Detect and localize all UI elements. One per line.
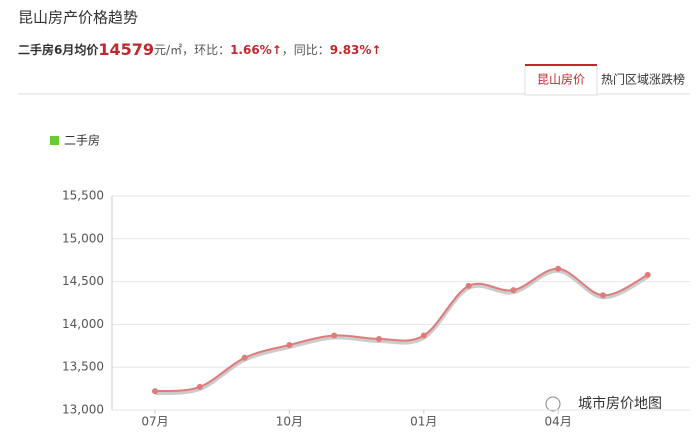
- point: [376, 335, 382, 342]
- point: [555, 265, 562, 272]
- y-tick-label: 15,500: [62, 189, 104, 203]
- point: [152, 388, 158, 395]
- line: [154, 267, 649, 393]
- summary-sep: ，同比：: [282, 43, 330, 57]
- watermark: 城市房价地图: [578, 395, 662, 412]
- point: [510, 287, 517, 294]
- tab-active[interactable]: [524, 64, 598, 96]
- x-tick-label: 07月: [141, 415, 168, 429]
- x-tick-label: 01月: [410, 415, 437, 429]
- summary-yoy: 9.83%↑: [330, 43, 382, 57]
- point: [644, 271, 651, 278]
- point: [196, 383, 203, 390]
- line-shadow: [154, 268, 649, 396]
- y-tick-label: 13,500: [62, 360, 104, 374]
- summary-prefix: 二手房6月均价: [18, 42, 99, 57]
- legend-label: 二手房: [64, 133, 100, 148]
- point: [465, 282, 472, 289]
- point: [600, 292, 606, 299]
- y-tick-label: 15,000: [62, 231, 104, 245]
- page-title: 昆山房产价格趋势: [18, 9, 138, 27]
- legend-swatch: [50, 136, 59, 145]
- summary-price: 14579: [98, 40, 154, 59]
- watermark-icon: [545, 396, 561, 412]
- y-tick-label: 14,500: [62, 274, 104, 288]
- summary-mom: 1.66%↑: [230, 43, 282, 57]
- tab-label[interactable]: 昆山房价: [537, 72, 585, 87]
- y-tick-label: 13,000: [62, 403, 104, 417]
- summary-unit: 元/㎡，环比：: [154, 43, 230, 57]
- x-tick-label: 04月: [545, 415, 572, 429]
- tab-label[interactable]: 热门区域涨跌榜: [601, 72, 685, 87]
- point: [331, 332, 338, 339]
- y-tick-label: 14,000: [62, 317, 104, 331]
- x-tick-label: 10月: [276, 415, 303, 429]
- point: [420, 332, 427, 339]
- summary: 二手房6月均价14579元/㎡，环比：1.66%↑，同比：9.83%↑: [18, 40, 381, 59]
- point: [241, 354, 248, 361]
- point: [286, 341, 293, 348]
